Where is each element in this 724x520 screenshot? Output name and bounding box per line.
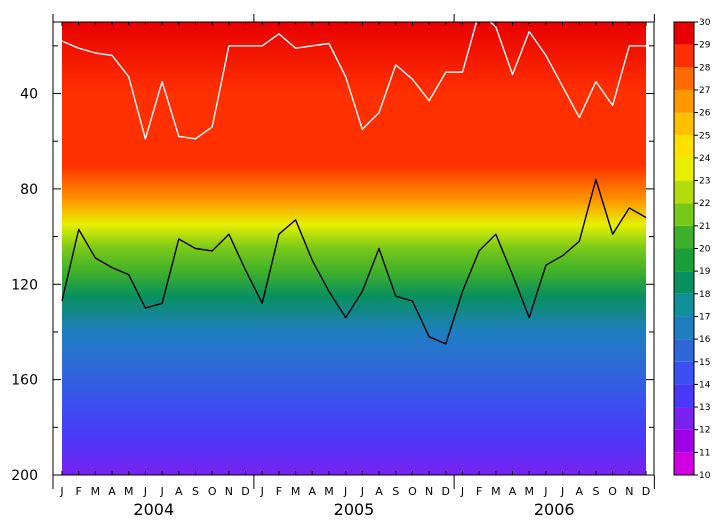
colorbar-label: 10 bbox=[699, 471, 711, 481]
x-month-label: J bbox=[360, 485, 364, 498]
x-month-label: N bbox=[225, 485, 233, 498]
colorbar-label: 24 bbox=[699, 154, 711, 164]
colorbar-label: 14 bbox=[699, 380, 711, 390]
colorbar-bin bbox=[674, 67, 694, 90]
y-tick-label: 160 bbox=[11, 373, 38, 389]
contour-field bbox=[61, 22, 647, 475]
colorbar-label: 18 bbox=[699, 290, 711, 300]
x-month-label: O bbox=[608, 485, 617, 498]
colorbar-label: 29 bbox=[699, 41, 711, 51]
plot-area bbox=[61, 22, 647, 475]
x-month-label: D bbox=[442, 485, 450, 498]
x-month-label: N bbox=[425, 485, 433, 498]
y-tick-label: 120 bbox=[11, 277, 38, 293]
colorbar-bin bbox=[674, 203, 694, 226]
y-tick-label: 200 bbox=[11, 468, 38, 484]
colorbar-bin bbox=[674, 22, 694, 45]
colorbar-label: 17 bbox=[699, 312, 710, 322]
x-month-label: J bbox=[59, 485, 63, 498]
colorbar-bin bbox=[674, 180, 694, 204]
x-month-label: M bbox=[491, 485, 501, 498]
colorbar-label: 25 bbox=[699, 131, 710, 141]
x-month-label: A bbox=[509, 485, 517, 498]
colorbar-bin bbox=[674, 407, 694, 430]
colorbar-bin bbox=[674, 157, 694, 181]
y-tick-label: 40 bbox=[20, 87, 38, 103]
x-month-label: O bbox=[408, 485, 417, 498]
colorbar-label: 12 bbox=[699, 426, 710, 436]
x-month-label: S bbox=[192, 485, 199, 498]
x-year-label: 2005 bbox=[334, 500, 375, 519]
colorbar-bin bbox=[674, 271, 694, 294]
x-month-label: J bbox=[143, 485, 147, 498]
colorbar-label: 22 bbox=[699, 199, 710, 209]
upper-contour-line bbox=[61, 22, 646, 140]
x-month-label: J bbox=[343, 485, 347, 498]
x-month-label: A bbox=[375, 485, 383, 498]
x-month-label: J bbox=[260, 485, 264, 498]
x-month-label: F bbox=[476, 485, 482, 498]
colorbar-label: 13 bbox=[699, 403, 710, 413]
colorbar-bin bbox=[674, 112, 694, 136]
colorbar-label: 20 bbox=[699, 245, 711, 255]
colorbar-bin bbox=[674, 339, 694, 362]
colorbar-label: 28 bbox=[699, 63, 711, 73]
x-month-label: D bbox=[241, 485, 249, 498]
colorbar-label: 21 bbox=[699, 222, 710, 232]
x-month-label: M bbox=[324, 485, 334, 498]
colorbar-label: 11 bbox=[699, 448, 710, 458]
x-month-label: A bbox=[309, 485, 317, 498]
x-month-label: M bbox=[91, 485, 101, 498]
colorbar-bin bbox=[674, 248, 694, 272]
x-month-label: M bbox=[124, 485, 134, 498]
colorbar-label: 26 bbox=[699, 109, 711, 119]
colorbar-bin bbox=[674, 293, 694, 317]
x-month-label: F bbox=[276, 485, 282, 498]
colorbar-bin bbox=[674, 89, 694, 113]
x-month-label: J bbox=[460, 485, 464, 498]
y-tick-label: 80 bbox=[20, 182, 38, 198]
colorbar: 10 11 12 13 14 15 16 17 18 19 20 21 22 23 24 25 26 27 28 29… bbox=[673, 18, 711, 481]
x-month-label: J bbox=[560, 485, 564, 498]
colorbar-bin bbox=[674, 44, 694, 68]
x-month-label: J bbox=[159, 485, 163, 498]
x-month-label: J bbox=[543, 485, 547, 498]
x-month-label: A bbox=[175, 485, 183, 498]
x-month-label: A bbox=[575, 485, 583, 498]
x-year-label: 2004 bbox=[133, 500, 174, 519]
x-month-label: D bbox=[642, 485, 650, 498]
colorbar-label: 16 bbox=[699, 335, 711, 345]
colorbar-bin bbox=[674, 384, 694, 408]
x-month-label: N bbox=[625, 485, 633, 498]
x-month-label: M bbox=[524, 485, 534, 498]
colorbar-label: 23 bbox=[699, 177, 710, 187]
x-month-label: O bbox=[208, 485, 217, 498]
x-year-label: 2006 bbox=[534, 500, 575, 519]
colorbar-bin bbox=[674, 429, 694, 453]
colorbar-label: 30 bbox=[699, 18, 711, 28]
colorbar-bin bbox=[674, 225, 694, 249]
colorbar-label: 27 bbox=[699, 86, 710, 96]
colorbar-bin bbox=[674, 452, 694, 475]
colorbar-bin bbox=[674, 135, 694, 158]
x-month-label: A bbox=[108, 485, 116, 498]
x-month-label: M bbox=[291, 485, 301, 498]
contour-fill bbox=[62, 22, 646, 475]
x-month-label: S bbox=[592, 485, 599, 498]
colorbar-label: 15 bbox=[699, 358, 710, 368]
colorbar-bin bbox=[674, 361, 694, 385]
x-month-label: S bbox=[392, 485, 399, 498]
x-month-label: F bbox=[76, 485, 82, 498]
colorbar-label: 19 bbox=[699, 267, 711, 277]
lower-contour-line bbox=[61, 178, 647, 345]
plot-frame bbox=[52, 21, 655, 476]
colorbar-bin bbox=[674, 316, 694, 340]
